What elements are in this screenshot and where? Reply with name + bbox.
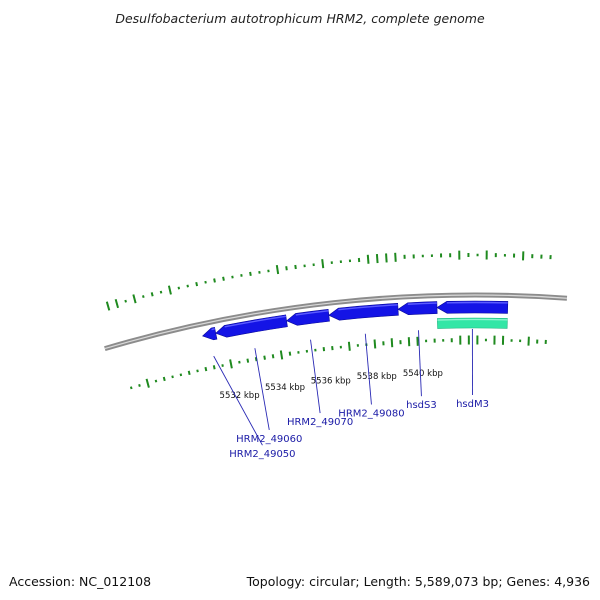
leader-line-HRM2_49060 [254,348,270,431]
gene-label-hsdM3[interactable]: hsdM3 [456,399,489,410]
tick-label-5532: 5532 kbp [220,391,260,401]
gc-inner-mark-1 [138,384,141,387]
gc-inner-mark-11 [221,364,224,367]
rna-track [437,317,508,329]
leader-line-HRM2_49080 [364,333,372,405]
gene-label-HRM2_49070[interactable]: HRM2_49070 [287,417,353,428]
gc-inner-mark-29 [373,339,377,349]
gene-label-HRM2_49060[interactable]: HRM2_49060 [236,434,302,445]
gc-outer-mark-9 [186,284,189,288]
gc-inner-mark-9 [204,366,208,372]
gc-outer-mark-4 [142,295,145,298]
gc-inner-mark-7 [187,370,191,376]
gc-outer-mark-16 [249,271,252,277]
cds-arrow-sheen-hsdS3 [407,302,437,305]
gc-outer-mark-20 [285,266,288,271]
cds-arrow-sheen-HRM2_49080 [338,304,398,311]
leader-line-HRM2_49070 [310,339,321,414]
gc-inner-mark-0 [129,386,133,390]
gc-inner-mark-26 [347,341,351,351]
gc-outer-mark-11 [204,280,207,284]
gc-outer-mark-3 [132,294,137,304]
gc-inner-mark-14 [246,358,250,363]
gc-outer-mark-10 [195,281,199,287]
gc-skew-inner-track [129,335,547,390]
gc-outer-mark-21 [294,264,297,270]
gc-outer-mark-1 [114,298,120,309]
gc-inner-mark-10 [212,365,216,370]
rna-feature-0 [437,317,508,329]
leader-line-HRM2_49050 [213,355,263,446]
backbone-highlight [104,294,567,350]
genome-summary-text: Topology: circular; Length: 5,589,073 bp… [246,574,590,589]
gc-outer-mark-32 [394,252,397,262]
gc-inner-mark-31 [390,338,394,348]
gc-outer-mark-12 [213,278,216,283]
map-title: Desulfobacterium autotrophicum HRM2, com… [115,11,485,26]
cds-arrow-hsdM3 [436,300,509,314]
gc-inner-mark-18 [279,350,284,360]
tick-label-5534: 5534 kbp [265,383,305,393]
rna-feature-sheen-0 [437,318,508,321]
gc-outer-mark-13 [222,276,225,281]
cds-track [202,300,509,341]
tick-label-5536: 5536 kbp [311,377,351,387]
gc-outer-mark-5 [150,292,154,297]
gc-outer-mark-0 [105,301,111,311]
gc-inner-mark-17 [271,354,275,359]
gc-outer-mark-6 [159,290,163,294]
gc-outer-mark-29 [366,254,370,264]
gc-inner-mark-16 [263,355,266,360]
cds-arrow-sheen-HRM2_49050 [211,328,216,331]
accession-text: Accession: NC_012108 [9,574,151,589]
cds-arrow-sheen-HRM2_49070 [295,310,329,316]
genome-backbone [104,292,568,352]
gc-outer-mark-8 [177,286,181,290]
gc-inner-mark-19 [288,351,292,356]
cds-arrow-sheen-HRM2_49060 [224,315,287,328]
tick-label-5538: 5538 kbp [357,372,397,382]
gene-labels: HRM2_49050 HRM2_49060 HRM2_49070HRM2_49080… [213,328,489,460]
leader-line-hsdS3 [418,330,422,397]
gc-skew-outer-track [105,250,552,311]
gene-label-HRM2_49050[interactable]: HRM2_49050 [229,449,295,460]
gc-inner-mark-5 [171,375,174,379]
gc-inner-mark-8 [196,369,199,373]
gene-label-HRM2_49080[interactable]: HRM2_49080 [338,408,404,419]
gc-inner-mark-2 [145,378,150,388]
gc-inner-mark-12 [229,359,233,369]
gc-inner-mark-15 [254,356,258,362]
gc-outer-mark-19 [275,264,280,275]
gc-inner-mark-6 [179,373,183,377]
position-tick-labels: 5532 kbp 5534 kbp 5536 kbp 5538 kbp 5540 kbp [220,369,443,401]
gc-outer-mark-30 [375,253,379,264]
gc-inner-mark-4 [162,376,166,382]
gc-outer-mark-24 [321,259,325,269]
gc-outer-mark-2 [124,299,127,303]
tick-label-5540: 5540 kbp [403,369,443,379]
gc-outer-mark-7 [167,285,172,295]
gc-inner-mark-3 [154,379,158,383]
gene-label-hsdS3[interactable]: hsdS3 [406,400,437,411]
gc-outer-mark-31 [385,253,388,263]
